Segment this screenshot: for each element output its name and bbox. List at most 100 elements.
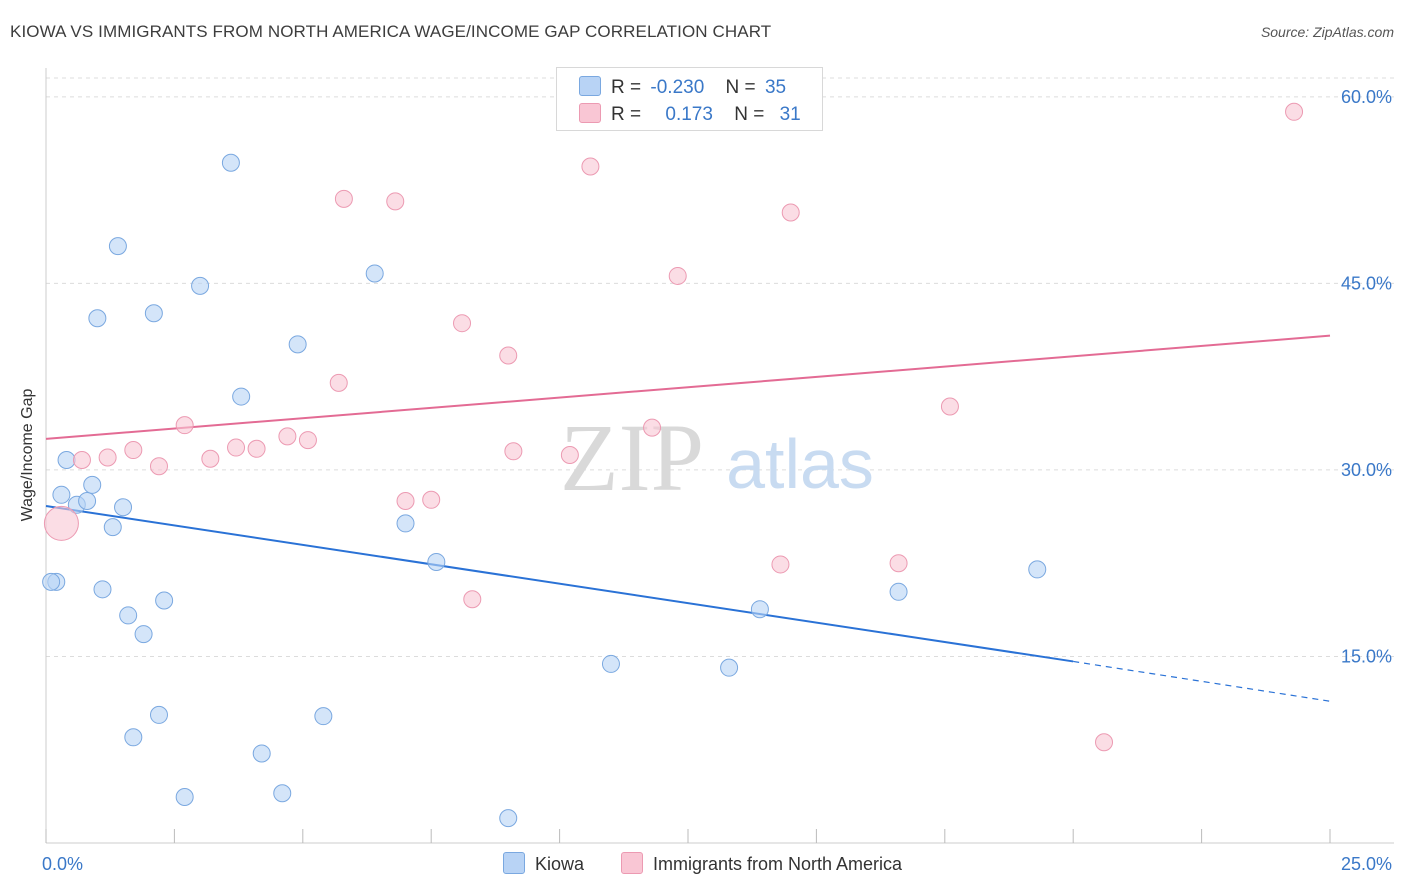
axes (45, 68, 1394, 844)
r-value: -0.230 (650, 77, 705, 98)
immigrants-point (334, 189, 353, 208)
immigrants-point (201, 449, 220, 468)
immigrants-swatch (579, 103, 601, 123)
kiowa-point (601, 654, 620, 673)
y-tick-label: 45.0% (1341, 273, 1392, 293)
immigrants-point (149, 457, 168, 476)
x-tick-label: 25.0% (1341, 854, 1392, 874)
immigrants-point (453, 314, 472, 333)
y-tick-label: 60.0% (1341, 87, 1392, 107)
kiowa-point (1028, 560, 1047, 579)
kiowa-swatch (579, 76, 601, 96)
kiowa-point (175, 787, 194, 806)
trend-lines (45, 334, 1331, 702)
immigrants-legend-swatch (621, 852, 643, 874)
kiowa-point (114, 498, 133, 517)
immigrants-trend-line (45, 334, 1331, 440)
chart-title: KIOWA VS IMMIGRANTS FROM NORTH AMERICA W… (10, 22, 772, 41)
kiowa-point (427, 552, 446, 571)
immigrants-point (781, 203, 800, 222)
immigrants-point (98, 448, 117, 467)
source-credit: Source: ZipAtlas.com (1260, 24, 1394, 40)
immigrants-point (499, 346, 518, 365)
kiowa-point (221, 153, 240, 172)
r-label: R = (611, 77, 642, 98)
watermark: ZIP atlas (560, 404, 874, 511)
kiowa-point (108, 237, 127, 256)
immigrants-point (386, 192, 405, 211)
kiowa-point (155, 591, 174, 610)
immigrants-point (175, 416, 194, 435)
kiowa-legend-swatch (503, 852, 525, 874)
stats-legend: R = -0.230 N = 35 R = 0.173 N = 31 (556, 67, 823, 131)
legend-label-immigrants: Immigrants from North America (653, 854, 903, 874)
immigrants-point (422, 490, 441, 509)
immigrants-point (463, 590, 482, 609)
immigrants-point (940, 397, 959, 416)
immigrants-point (560, 446, 579, 465)
immigrants-point (771, 555, 790, 574)
kiowa-point (750, 600, 769, 619)
kiowa-point (499, 809, 518, 828)
n-label: N = (725, 77, 756, 98)
kiowa-point (42, 572, 61, 591)
stats-row-kiowa: R = -0.230 N = 35 (579, 76, 786, 99)
immigrants-point (1285, 102, 1304, 121)
legend-item-kiowa: Kiowa (503, 852, 584, 875)
kiowa-point (144, 304, 163, 323)
n-value: 31 (779, 104, 801, 125)
watermark-atlas: atlas (726, 425, 874, 503)
immigrants-point (643, 418, 662, 437)
kiowa-point (396, 514, 415, 533)
immigrants-point (889, 554, 908, 573)
kiowa-point (273, 784, 292, 803)
kiowa-point (720, 658, 739, 677)
n-value: 35 (764, 77, 787, 98)
gridlines (46, 77, 1394, 657)
legend-item-immigrants: Immigrants from North America (621, 852, 902, 875)
stats-row-immigrants: R = 0.173 N = 31 (579, 103, 801, 126)
legend-label-kiowa: Kiowa (535, 854, 585, 874)
immigrants-point (504, 442, 523, 461)
kiowa-point (288, 335, 307, 354)
immigrants-point (581, 157, 600, 176)
y-tick-label: 15.0% (1341, 646, 1392, 666)
r-label: R = (611, 104, 642, 125)
r-value: 0.173 (665, 104, 713, 125)
immigrants-point (124, 441, 143, 460)
immigrants-point (1095, 733, 1114, 752)
kiowa-point (365, 264, 384, 283)
kiowa-point (78, 492, 97, 511)
immigrants-point (298, 431, 317, 450)
immigrants-point (396, 492, 415, 511)
immigrants-point (329, 373, 348, 392)
kiowa-point (889, 582, 908, 601)
immigrants-point (72, 450, 91, 469)
kiowa-point (83, 475, 102, 494)
kiowa-point (149, 705, 168, 724)
kiowa-point (191, 276, 210, 295)
kiowa-point (134, 625, 153, 644)
kiowa-point (93, 580, 112, 599)
watermark-zip: ZIP (560, 404, 704, 511)
kiowa-point (119, 606, 138, 625)
kiowa-point (124, 728, 143, 747)
immigrants-point (668, 266, 687, 285)
kiowa-point (88, 309, 107, 328)
kiowa-point (232, 387, 251, 406)
data-points (42, 102, 1304, 828)
tick-labels: 15.0% 30.0% 45.0% 60.0% 0.0% 25.0% (42, 87, 1392, 874)
immigrants-point (247, 439, 266, 458)
kiowa-point (252, 744, 271, 763)
immigrants-point (43, 505, 79, 541)
x-tick-label: 0.0% (42, 854, 83, 874)
kiowa-point (103, 518, 122, 537)
y-tick-label: 30.0% (1341, 460, 1392, 480)
kiowa-point (57, 450, 76, 469)
kiowa-point (52, 485, 71, 504)
immigrants-point (227, 438, 246, 457)
immigrants-point (278, 427, 297, 446)
kiowa-trend-extension (1073, 660, 1331, 702)
kiowa-trend-line (45, 505, 1074, 663)
n-label: N = (734, 104, 765, 125)
